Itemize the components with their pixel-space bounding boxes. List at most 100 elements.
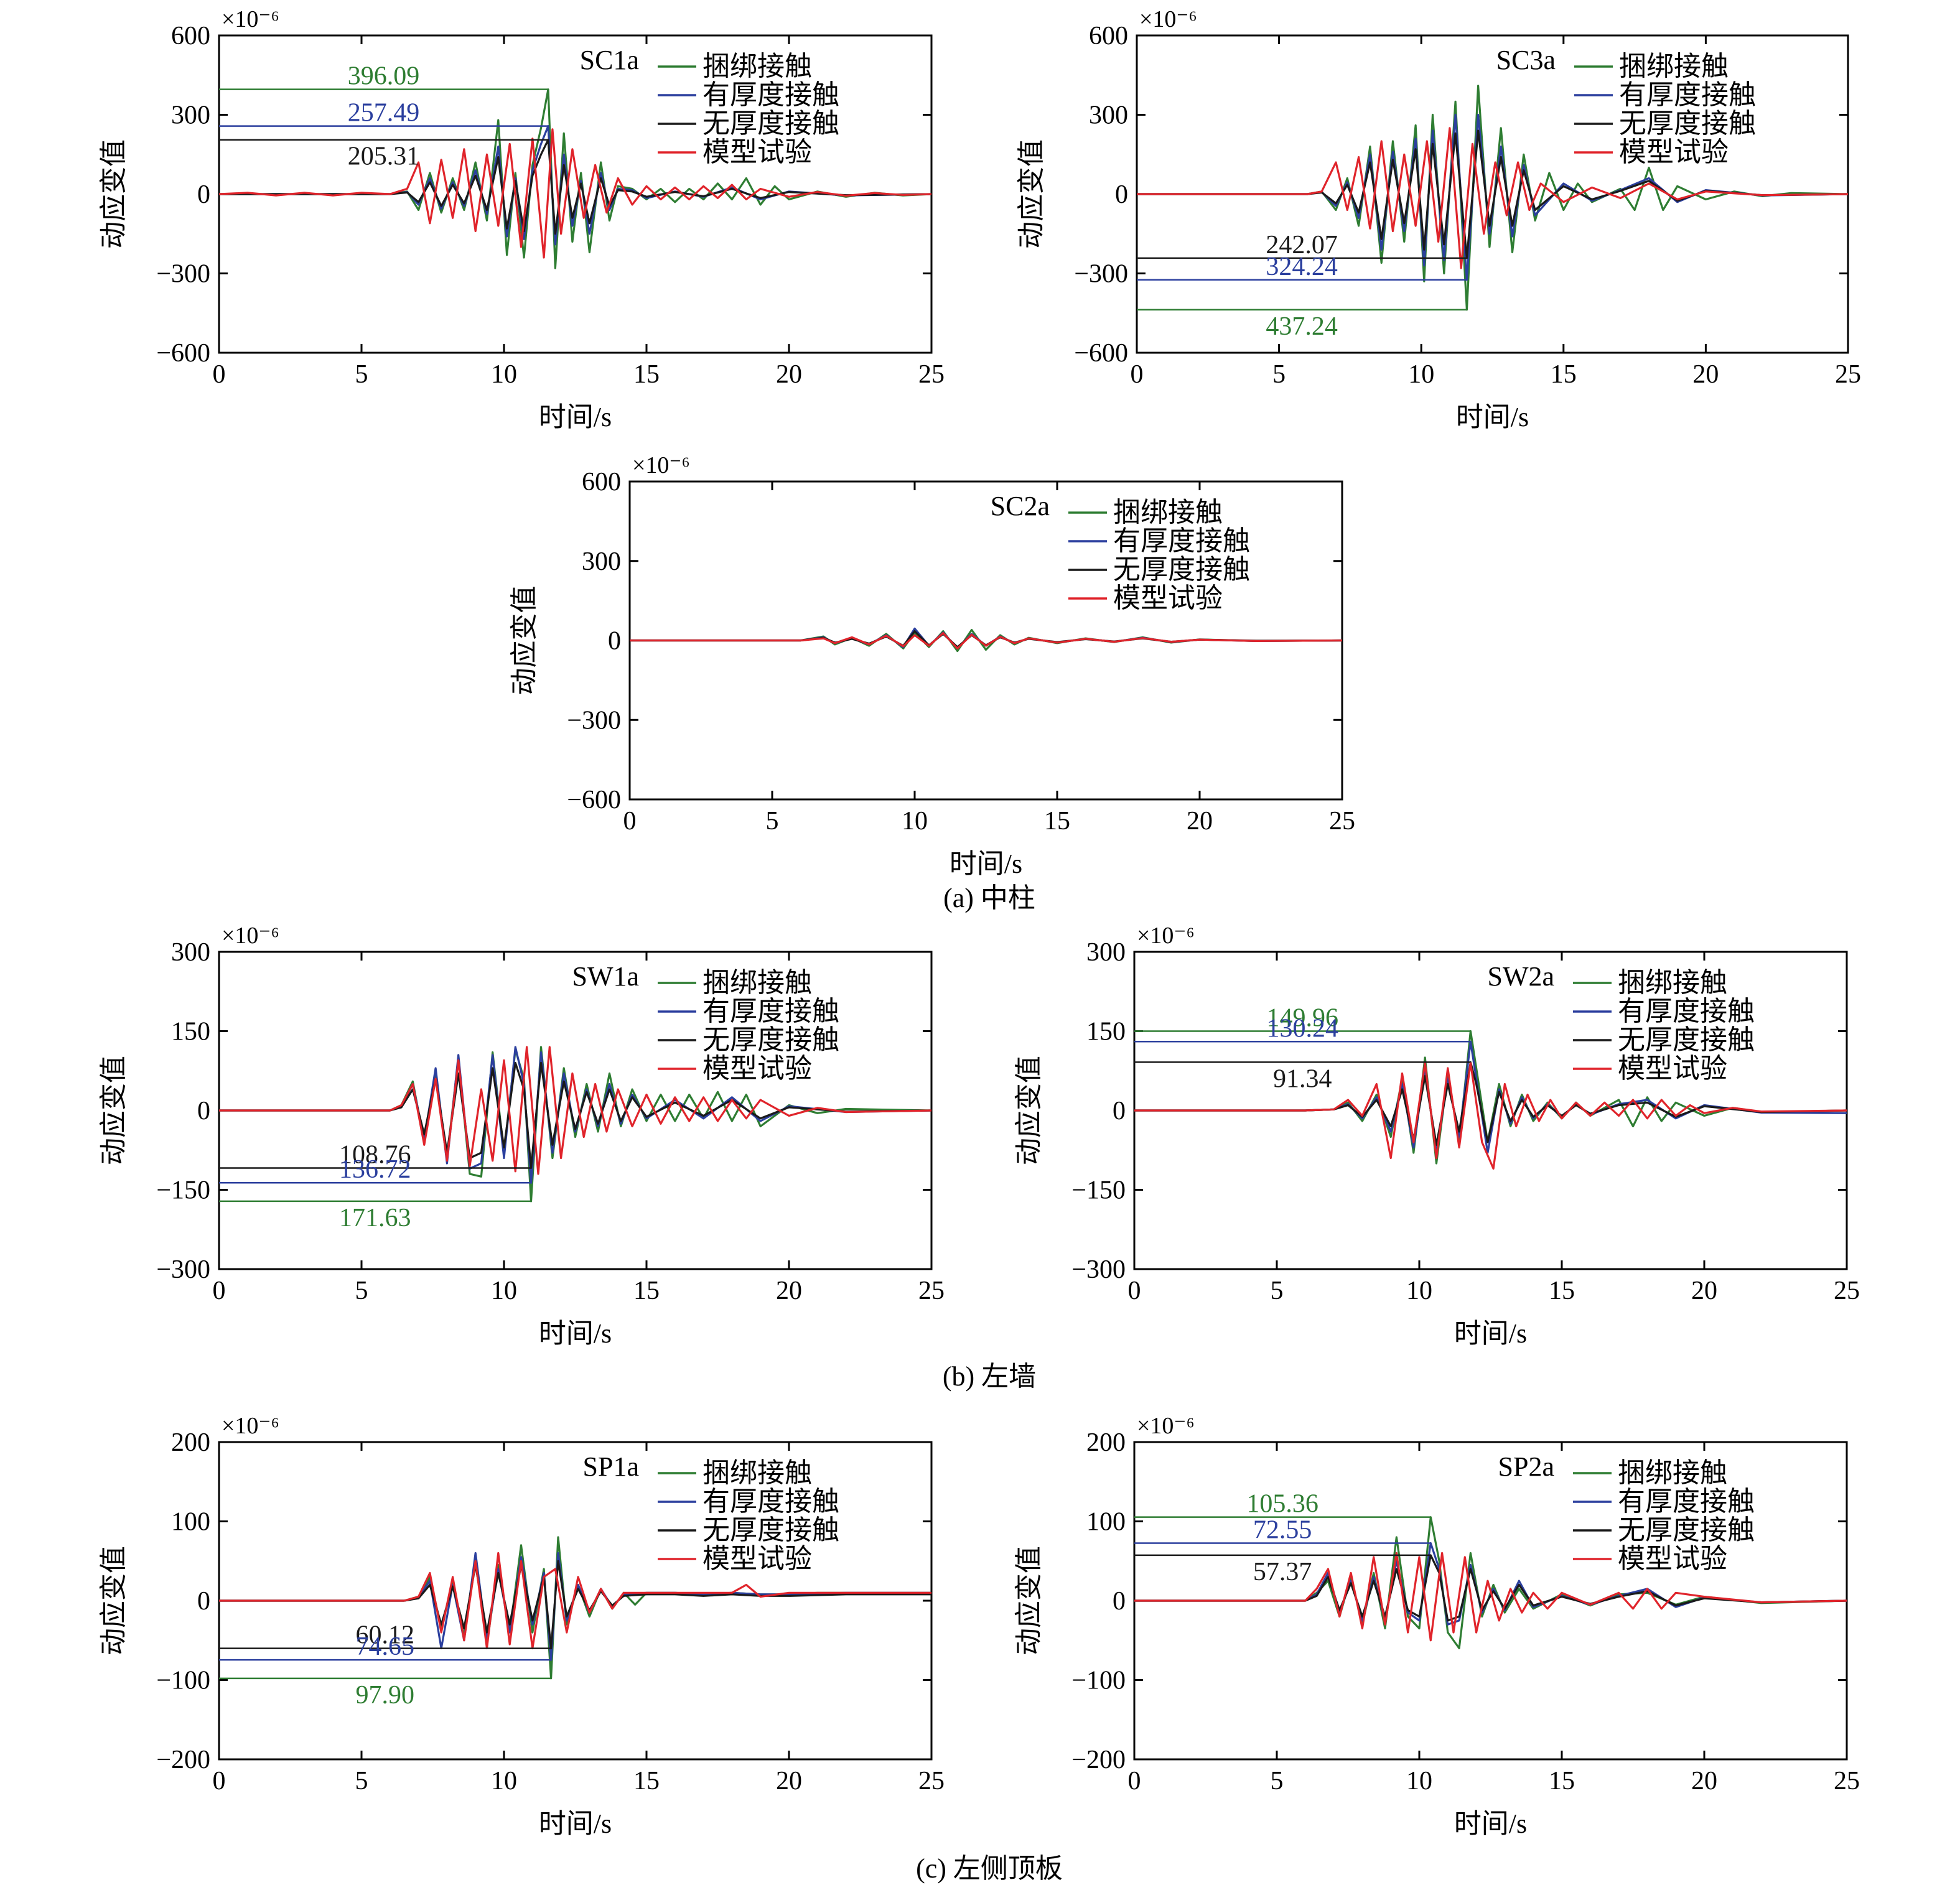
legend-item: 捆绑接触: [1619, 51, 1729, 81]
y-tick-label: 0: [197, 1587, 210, 1616]
chart-sp2a: 0 5 10 15 20 25 −200 −100 0 100 200 ×10⁻⁶ 时间/s 动应变值 10…: [1014, 1413, 1860, 1839]
series-line-2: [1134, 1061, 1847, 1146]
y-tick-label: 300: [1089, 101, 1128, 130]
x-axis-label: 时间/s: [1454, 1318, 1527, 1349]
legend-item: 有厚度接触: [702, 1486, 839, 1517]
peak-label: 324.24: [1266, 253, 1338, 281]
legend-item: 有厚度接触: [1618, 996, 1755, 1026]
chart-sw2a: 0 5 10 15 20 25 −300 −150 0 150 300 ×10⁻⁶ 时间/s 动应变值 14…: [1014, 923, 1860, 1349]
peak-label: 108.76: [339, 1140, 411, 1169]
y-tick-label: 100: [1086, 1508, 1126, 1537]
y-axis-label: 动应变值: [98, 1056, 129, 1165]
y-tick-label: −200: [1071, 1746, 1126, 1774]
legend-item: 有厚度接触: [1113, 526, 1250, 556]
y-tick-label: −100: [1071, 1667, 1126, 1695]
x-tick-label: 10: [1408, 360, 1434, 389]
peak-label: 97.90: [356, 1681, 415, 1710]
y-tick-label: −100: [156, 1667, 210, 1695]
y-axis-label: 动应变值: [1014, 1546, 1044, 1655]
x-tick-label: 15: [633, 1767, 660, 1795]
y-tick-label: 0: [1113, 1587, 1126, 1616]
legend-item: 捆绑接触: [1618, 1458, 1727, 1488]
panel-label: SW2a: [1487, 961, 1554, 992]
legend-item: 无厚度接触: [702, 1025, 839, 1055]
chart-panels: 0 5 10 15 20 25 −600 −300 0 300 600 ×10⁻⁶ 时间/s 动应变值 39…: [98, 6, 1861, 1839]
x-tick-label: 25: [1835, 360, 1861, 389]
series-line-3: [630, 632, 1343, 649]
y-tick-label: 300: [171, 101, 210, 130]
series-line-2: [219, 1560, 931, 1650]
series-line-3: [1134, 1061, 1847, 1170]
y-tick-label: −300: [1071, 1255, 1126, 1284]
x-tick-label: 15: [1549, 1767, 1575, 1795]
x-tick-label: 5: [1271, 1277, 1284, 1305]
x-tick-label: 0: [623, 807, 637, 835]
x-tick-label: 0: [213, 360, 226, 389]
chart-sc3a: 0 5 10 15 20 25 −600 −300 0 300 600 ×10⁻⁶ 时间/s 动应变值 24…: [1016, 6, 1861, 432]
legend-item: 有厚度接触: [702, 80, 839, 110]
y-axis-label: 动应变值: [1016, 139, 1047, 249]
x-tick-label: 25: [918, 1767, 945, 1795]
legend-item: 捆绑接触: [1113, 497, 1223, 528]
peak-label: 60.12: [356, 1621, 415, 1650]
legend-item: 捆绑接触: [702, 51, 812, 81]
peak-label: 205.31: [348, 142, 420, 171]
legend-item: 模型试验: [702, 1053, 812, 1084]
peak-label: 57.37: [1253, 1558, 1312, 1586]
y-tick-label: −150: [156, 1176, 210, 1205]
x-tick-label: 15: [633, 1277, 660, 1305]
x-tick-label: 15: [1044, 807, 1070, 835]
x-tick-label: 20: [1187, 807, 1213, 835]
x-axis-label: 时间/s: [539, 402, 612, 432]
x-tick-label: 25: [1834, 1277, 1860, 1305]
chart-sw1a: 0 5 10 15 20 25 −300 −150 0 150 300 ×10⁻⁶ 时间/s 动应变值 10…: [98, 923, 945, 1349]
x-tick-label: 20: [776, 360, 802, 389]
y-tick-label: −600: [156, 339, 210, 368]
chart-sc1a: 0 5 10 15 20 25 −600 −300 0 300 600 ×10⁻⁶ 时间/s 动应变值 39…: [98, 6, 945, 432]
x-tick-label: 10: [1406, 1767, 1432, 1795]
legend-item: 捆绑接触: [702, 1458, 812, 1488]
peak-label: 136.72: [339, 1155, 411, 1184]
scale-label: ×10⁻⁶: [222, 1413, 279, 1439]
series-line-2: [1137, 129, 1849, 259]
y-tick-label: 150: [171, 1018, 210, 1046]
legend-item: 有厚度接触: [1619, 80, 1756, 110]
y-tick-label: 0: [197, 180, 210, 209]
x-tick-label: 20: [1691, 1277, 1717, 1305]
legend-item: 无厚度接触: [1618, 1515, 1755, 1545]
x-tick-label: 10: [491, 1277, 517, 1305]
y-tick-label: −200: [156, 1746, 210, 1774]
x-tick-label: 20: [776, 1277, 802, 1305]
peak-label: 72.55: [1253, 1515, 1312, 1544]
series-line-0: [1137, 85, 1849, 311]
legend-item: 无厚度接触: [702, 1515, 839, 1545]
x-tick-label: 10: [491, 1767, 517, 1795]
y-tick-label: 0: [197, 1097, 210, 1125]
peak-label: 149.96: [1266, 1004, 1338, 1033]
peak-label: 396.09: [348, 62, 420, 91]
chart-sc2a: 0 5 10 15 20 25 −600 −300 0 300 600 ×10⁻⁶ 时间/s 动应变值 SC…: [509, 452, 1355, 879]
panel-label: SC2a: [991, 491, 1050, 521]
scale-label: ×10⁻⁶: [632, 452, 690, 478]
x-tick-label: 15: [633, 360, 660, 389]
legend-item: 模型试验: [1618, 1053, 1727, 1084]
scale-label: ×10⁻⁶: [222, 6, 279, 32]
peak-label: 242.07: [1266, 231, 1338, 259]
scale-label: ×10⁻⁶: [1137, 923, 1195, 949]
legend-item: 模型试验: [702, 137, 812, 167]
x-tick-label: 0: [1128, 1767, 1141, 1795]
y-tick-label: 600: [171, 22, 210, 50]
peak-label: 91.34: [1273, 1064, 1332, 1093]
caption-a: (a) 中柱: [943, 883, 1035, 913]
series-line-1: [1134, 1040, 1847, 1154]
x-axis-label: 时间/s: [539, 1808, 612, 1839]
y-tick-label: −600: [1074, 339, 1128, 368]
caption-b: (b) 左墙: [943, 1361, 1036, 1392]
x-tick-label: 25: [918, 1277, 945, 1305]
peak-label: 74.65: [356, 1632, 415, 1661]
peak-label: 171.63: [339, 1204, 411, 1232]
legend-item: 捆绑接触: [702, 967, 812, 998]
y-axis-label: 动应变值: [509, 586, 539, 696]
y-tick-label: −300: [156, 260, 210, 289]
